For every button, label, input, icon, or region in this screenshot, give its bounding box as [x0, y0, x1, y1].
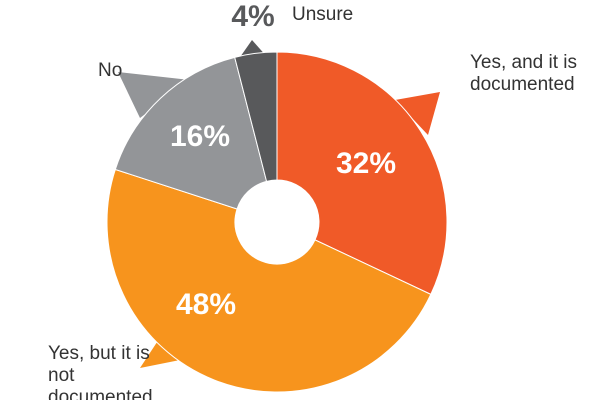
data-label: 4% [231, 0, 274, 33]
slice [234, 51, 278, 182]
data-label: 48% [176, 288, 236, 321]
category-label: Yes, and it is documented [470, 52, 578, 95]
callout-tab [118, 72, 190, 118]
slice [276, 51, 448, 296]
category-label: Yes, but it is not documented [48, 343, 153, 400]
slice [106, 168, 432, 393]
category-label: No [98, 60, 123, 81]
data-label: 16% [170, 120, 230, 153]
callout-tab [395, 92, 440, 135]
data-label: 32% [336, 147, 396, 180]
slice [114, 56, 268, 210]
category-label: Unsure [292, 4, 354, 25]
